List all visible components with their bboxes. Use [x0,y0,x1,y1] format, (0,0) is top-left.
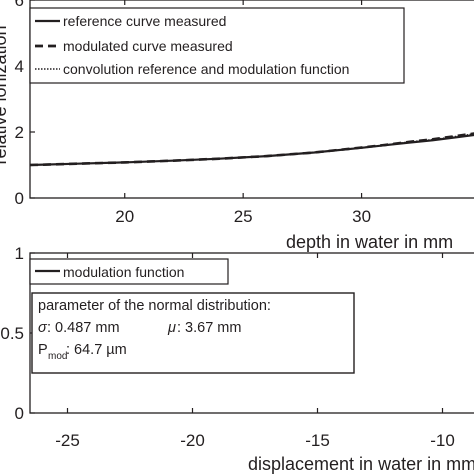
top-x-axis-label: depth in water in mm [286,232,453,252]
mu-value: : 3.67 mm [177,320,241,336]
top-x-tick-label: 30 [352,207,371,226]
bottom-chart: -25 -20 -15 -10 0 0.5 1 displacement in water… [0,244,474,474]
annotation-title: parameter of the normal distribution: [38,298,271,314]
legend-label-modulated: modulated curve measured [63,38,233,54]
legend-label-modulation-function: modulation function [63,264,184,280]
bottom-x-axis-label: displacement in water in mm [248,454,474,474]
bottom-y-tick-label: 0 [15,404,24,423]
bottom-x-tick-label: -10 [430,431,455,450]
top-y-tick-label: 6 [15,0,24,10]
top-y-axis-label: relative ionization [0,25,10,164]
top-y-tick-label: 4 [15,57,24,76]
top-y-tick-label: 0 [15,189,24,208]
p-mod-symbol: P [38,342,48,358]
series-line-dotted [30,133,474,165]
series-line-dashed [30,133,474,165]
mu-symbol: μ [167,320,176,336]
top-series-layer [30,133,474,165]
bottom-x-tick-label: -25 [55,431,80,450]
series-line-solid [30,134,474,165]
top-chart: 20 25 30 0 2 4 6 depth in water in mm relativ… [0,0,474,252]
bottom-legend: modulation function [30,259,228,284]
distribution-annotation: parameter of the normal distribution: σ … [32,293,354,373]
top-x-tick-label: 20 [115,207,134,226]
p-mod-value: : 64.7 µm [66,342,127,358]
bottom-x-tick-label: -20 [180,431,205,450]
top-y-tick-label: 2 [15,123,24,142]
bottom-y-tick-label: 0.5 [0,324,24,343]
top-x-tick-label: 25 [234,207,253,226]
legend-label-convolution: convolution reference and modulation fun… [63,61,349,77]
legend-label-reference: reference curve measured [63,13,226,29]
bottom-x-tick-label: -15 [305,431,330,450]
bottom-y-tick-label: 1 [15,244,24,263]
p-mod-subscript: mod [48,351,67,362]
sigma-value: : 0.487 mm [47,320,120,336]
top-legend: reference curve measured modulated curve… [30,8,404,83]
